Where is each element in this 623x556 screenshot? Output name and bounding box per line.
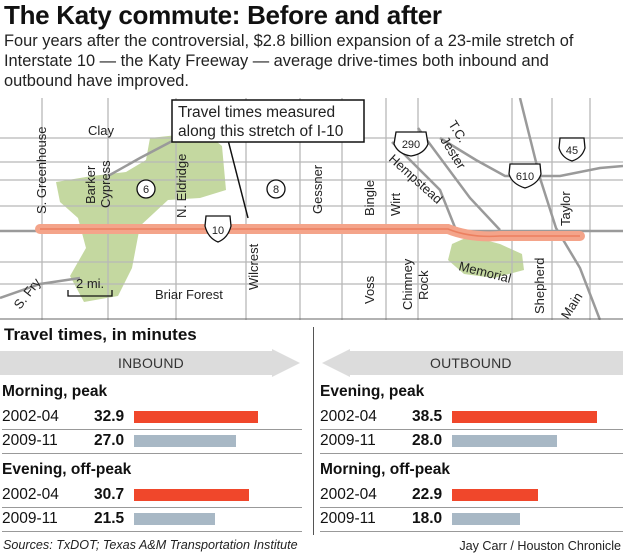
svg-text:10: 10 xyxy=(212,225,224,237)
callout-pointer xyxy=(227,139,249,219)
row-value-label: 30.7 xyxy=(94,486,125,503)
label-gessner: Gessner xyxy=(310,164,325,214)
row-value-label: 32.9 xyxy=(94,408,125,425)
interstate-45-shield-icon: 45 xyxy=(558,137,586,162)
row-years-label: 2009-11 xyxy=(2,432,58,449)
svg-text:45: 45 xyxy=(566,145,578,157)
inbound-header: INBOUND xyxy=(0,349,300,377)
row-value-label: 22.9 xyxy=(412,486,443,503)
interstate-10-shield-icon: 10 xyxy=(204,215,232,243)
label-barker: Barker xyxy=(83,165,98,204)
label-voss: Voss xyxy=(362,275,377,304)
bar-before xyxy=(134,489,250,501)
row-divider xyxy=(2,507,302,508)
route-map: Travel times measured along this stretch… xyxy=(0,98,623,320)
callout-box xyxy=(171,99,365,143)
row-divider xyxy=(320,453,623,454)
bar-row: 2002-04 30.7 xyxy=(2,486,623,508)
chart-title: The Katy commute: Before and after xyxy=(4,0,442,30)
row-years-label: 2009-11 xyxy=(320,510,376,527)
row-divider xyxy=(320,429,623,430)
scale-label: 2 mi. xyxy=(76,276,104,291)
chart-subtitle: Four years after the controversial, $2.8… xyxy=(4,32,574,90)
svg-text:8: 8 xyxy=(273,184,279,196)
label-chimney: Chimney xyxy=(400,258,415,310)
label-clay: Clay xyxy=(88,123,115,138)
outbound-arrow-icon xyxy=(322,349,623,377)
park-area-west xyxy=(56,132,226,302)
callout-line-1: Travel times measured xyxy=(178,104,335,121)
row-value-label: 28.0 xyxy=(412,432,443,449)
highway-8-shield-icon: 8 xyxy=(266,179,286,199)
bar-before xyxy=(452,411,597,423)
bar-row: 2009-11 18.0 xyxy=(320,510,623,532)
row-value-label: 27.0 xyxy=(94,432,125,449)
bar-row: 2002-04 22.9 xyxy=(320,486,623,508)
row-years-label: 2002-04 xyxy=(2,408,59,425)
label-n-eldridge: N. Eldridge xyxy=(174,154,189,218)
bar-row: 2009-11 27.0 xyxy=(2,432,623,454)
svg-text:6: 6 xyxy=(143,184,149,196)
panel-divider xyxy=(313,327,314,535)
row-value-label: 38.5 xyxy=(412,408,443,425)
svg-text:610: 610 xyxy=(516,171,534,183)
scale-bar: 2 mi. xyxy=(67,276,113,297)
row-years-label: 2009-11 xyxy=(2,510,58,527)
label-taylor: Taylor xyxy=(558,191,573,226)
label-rock: Rock xyxy=(416,270,431,300)
label-wilcrest: Wilcrest xyxy=(246,243,261,290)
chart-section-title: Travel times, in minutes xyxy=(4,325,197,344)
row-divider xyxy=(2,531,302,532)
label-wirt: Wirt xyxy=(388,193,403,216)
period-title: Evening, peak xyxy=(320,383,425,400)
label-main: Main xyxy=(558,290,586,320)
highway-6-shield-icon: 6 xyxy=(136,179,156,199)
row-years-label: 2002-04 xyxy=(320,486,377,503)
outbound-label: OUTBOUND xyxy=(430,355,512,371)
label-shepherd: Shepherd xyxy=(532,258,547,314)
label-briar-forest: Briar Forest xyxy=(155,287,223,302)
bar-before xyxy=(452,489,539,501)
label-s-greenhouse: S. Greenhouse xyxy=(34,127,49,214)
row-divider xyxy=(2,429,302,430)
period-title: Morning, peak xyxy=(2,383,108,400)
bar-row: 2009-11 28.0 xyxy=(320,432,623,454)
row-divider xyxy=(320,507,623,508)
label-bingle: Bingle xyxy=(362,180,377,216)
bar-after xyxy=(452,435,558,447)
bar-before xyxy=(134,411,258,423)
bar-after xyxy=(452,513,520,525)
row-value-label: 21.5 xyxy=(94,510,125,527)
credit-note: Jay Carr / Houston Chronicle xyxy=(459,539,621,553)
row-divider xyxy=(2,453,302,454)
svg-text:290: 290 xyxy=(402,139,420,151)
bar-row: 2009-11 21.5 xyxy=(2,510,623,532)
us-290-shield-icon: 290 xyxy=(393,131,429,157)
row-years-label: 2002-04 xyxy=(2,486,59,503)
callout-line-2: along this stretch of I-10 xyxy=(178,123,344,140)
period-title: Evening, off-peak xyxy=(2,461,132,478)
sources-note: Sources: TxDOT; Texas A&M Transportation… xyxy=(3,538,298,552)
bar-after xyxy=(134,513,215,525)
row-divider xyxy=(320,531,623,532)
row-years-label: 2009-11 xyxy=(320,432,376,449)
label-cypress: Cypress xyxy=(98,160,113,208)
bar-row: 2002-04 38.5 xyxy=(320,408,623,430)
park-area-memorial xyxy=(448,236,524,278)
bar-after xyxy=(134,435,236,447)
period-title: Morning, off-peak xyxy=(320,461,451,478)
bar-row: 2002-04 32.9 xyxy=(2,408,623,430)
outbound-header: OUTBOUND xyxy=(320,349,623,377)
inbound-arrow-icon xyxy=(0,349,300,377)
interstate-610-shield-icon: 610 xyxy=(508,163,542,189)
inbound-label: INBOUND xyxy=(118,355,184,371)
row-years-label: 2002-04 xyxy=(320,408,377,425)
row-value-label: 18.0 xyxy=(412,510,443,527)
